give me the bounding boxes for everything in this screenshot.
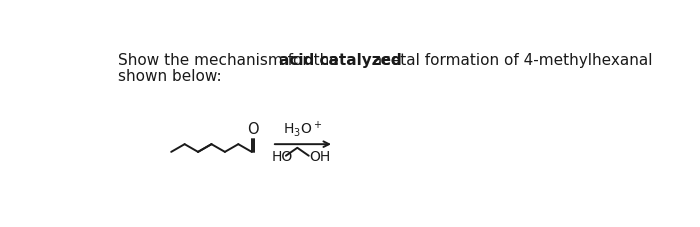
Text: shown below:: shown below:	[118, 69, 222, 84]
Text: O: O	[247, 122, 259, 137]
Text: HO: HO	[272, 149, 293, 163]
Text: acetal formation of 4-methylhexanal: acetal formation of 4-methylhexanal	[368, 53, 652, 68]
Text: H$_3$O$^+$: H$_3$O$^+$	[284, 119, 323, 138]
Text: Show the mechanism for the: Show the mechanism for the	[118, 53, 344, 68]
Text: OH: OH	[309, 149, 330, 163]
Text: acid catalyzed: acid catalyzed	[279, 53, 401, 68]
